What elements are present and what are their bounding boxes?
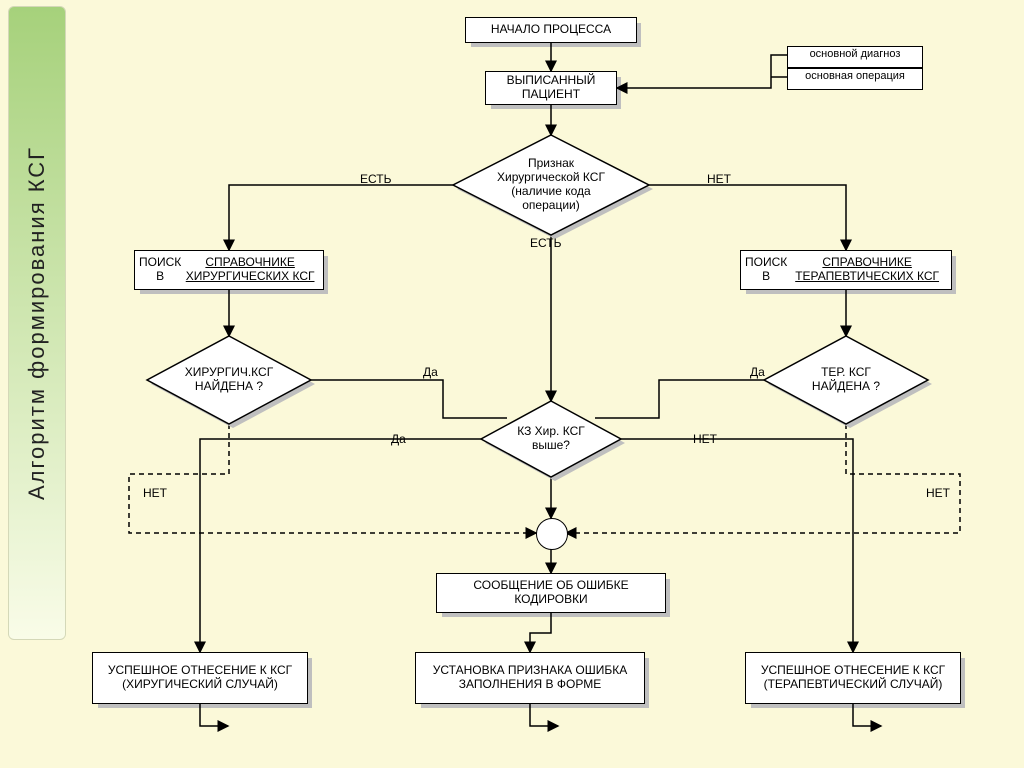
node-err2: УСТАНОВКА ПРИЗНАКА ОШИБКА ЗАПОЛНЕНИЯ В Ф… (415, 652, 645, 704)
node-err1: СООБЩЕНИЕ ОБ ОШИБКЕ КОДИРОВКИ (436, 573, 666, 613)
edge-label-net_d4: НЕТ (693, 432, 717, 446)
node-okR: УСПЕШНОЕ ОТНЕСЕНИЕ К КСГ (ТЕРАПЕВТИЧЕСКИ… (745, 652, 961, 704)
node-searchL: ПОИСК В СПРАВОЧНИКЕ ХИРУРГИЧЕСКИХ КСГ (134, 250, 324, 290)
edge-label-da_r: Да (750, 365, 765, 379)
node-searchR: ПОИСК В СПРАВОЧНИКЕ ТЕРАПЕВТИЧЕСКИХ КСГ (740, 250, 952, 290)
edge-label-est2: ЕСТЬ (530, 236, 561, 250)
edge-label-est1: ЕСТЬ (360, 172, 391, 186)
node-annot1: основной диагноз (787, 46, 923, 68)
title-text: Алгоритм формирования КСГ (24, 146, 50, 500)
edge-label-net_l: НЕТ (143, 486, 167, 500)
edge-label-da_l: Да (423, 365, 438, 379)
title-sidebar: Алгоритм формирования КСГ (8, 6, 66, 640)
edge-label-da_d4: Да (391, 432, 406, 446)
edge-label-net_r: НЕТ (926, 486, 950, 500)
edge-label-net1: НЕТ (707, 172, 731, 186)
node-patient: ВЫПИСАННЫЙ ПАЦИЕНТ (485, 71, 617, 105)
node-joiner (536, 518, 568, 550)
node-okL: УСПЕШНОЕ ОТНЕСЕНИЕ К КСГ (ХИРУГИЧЕСКИЙ С… (92, 652, 308, 704)
node-annot2: основная операция (787, 68, 923, 90)
node-start: НАЧАЛО ПРОЦЕССА (465, 17, 637, 43)
